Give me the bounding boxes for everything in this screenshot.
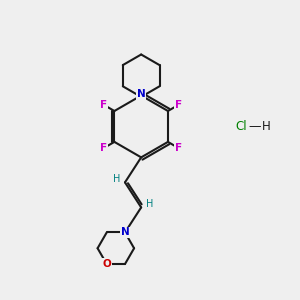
Text: O: O <box>102 259 111 269</box>
Text: F: F <box>175 143 182 153</box>
Text: F: F <box>100 143 107 153</box>
Text: Cl: Cl <box>236 120 247 133</box>
Text: F: F <box>100 100 107 110</box>
Text: —: — <box>248 120 261 133</box>
Text: N: N <box>121 227 129 237</box>
Text: H: H <box>146 200 153 209</box>
Text: N: N <box>137 89 146 99</box>
Text: H: H <box>113 174 120 184</box>
Text: H: H <box>262 120 271 133</box>
Text: F: F <box>175 100 182 110</box>
